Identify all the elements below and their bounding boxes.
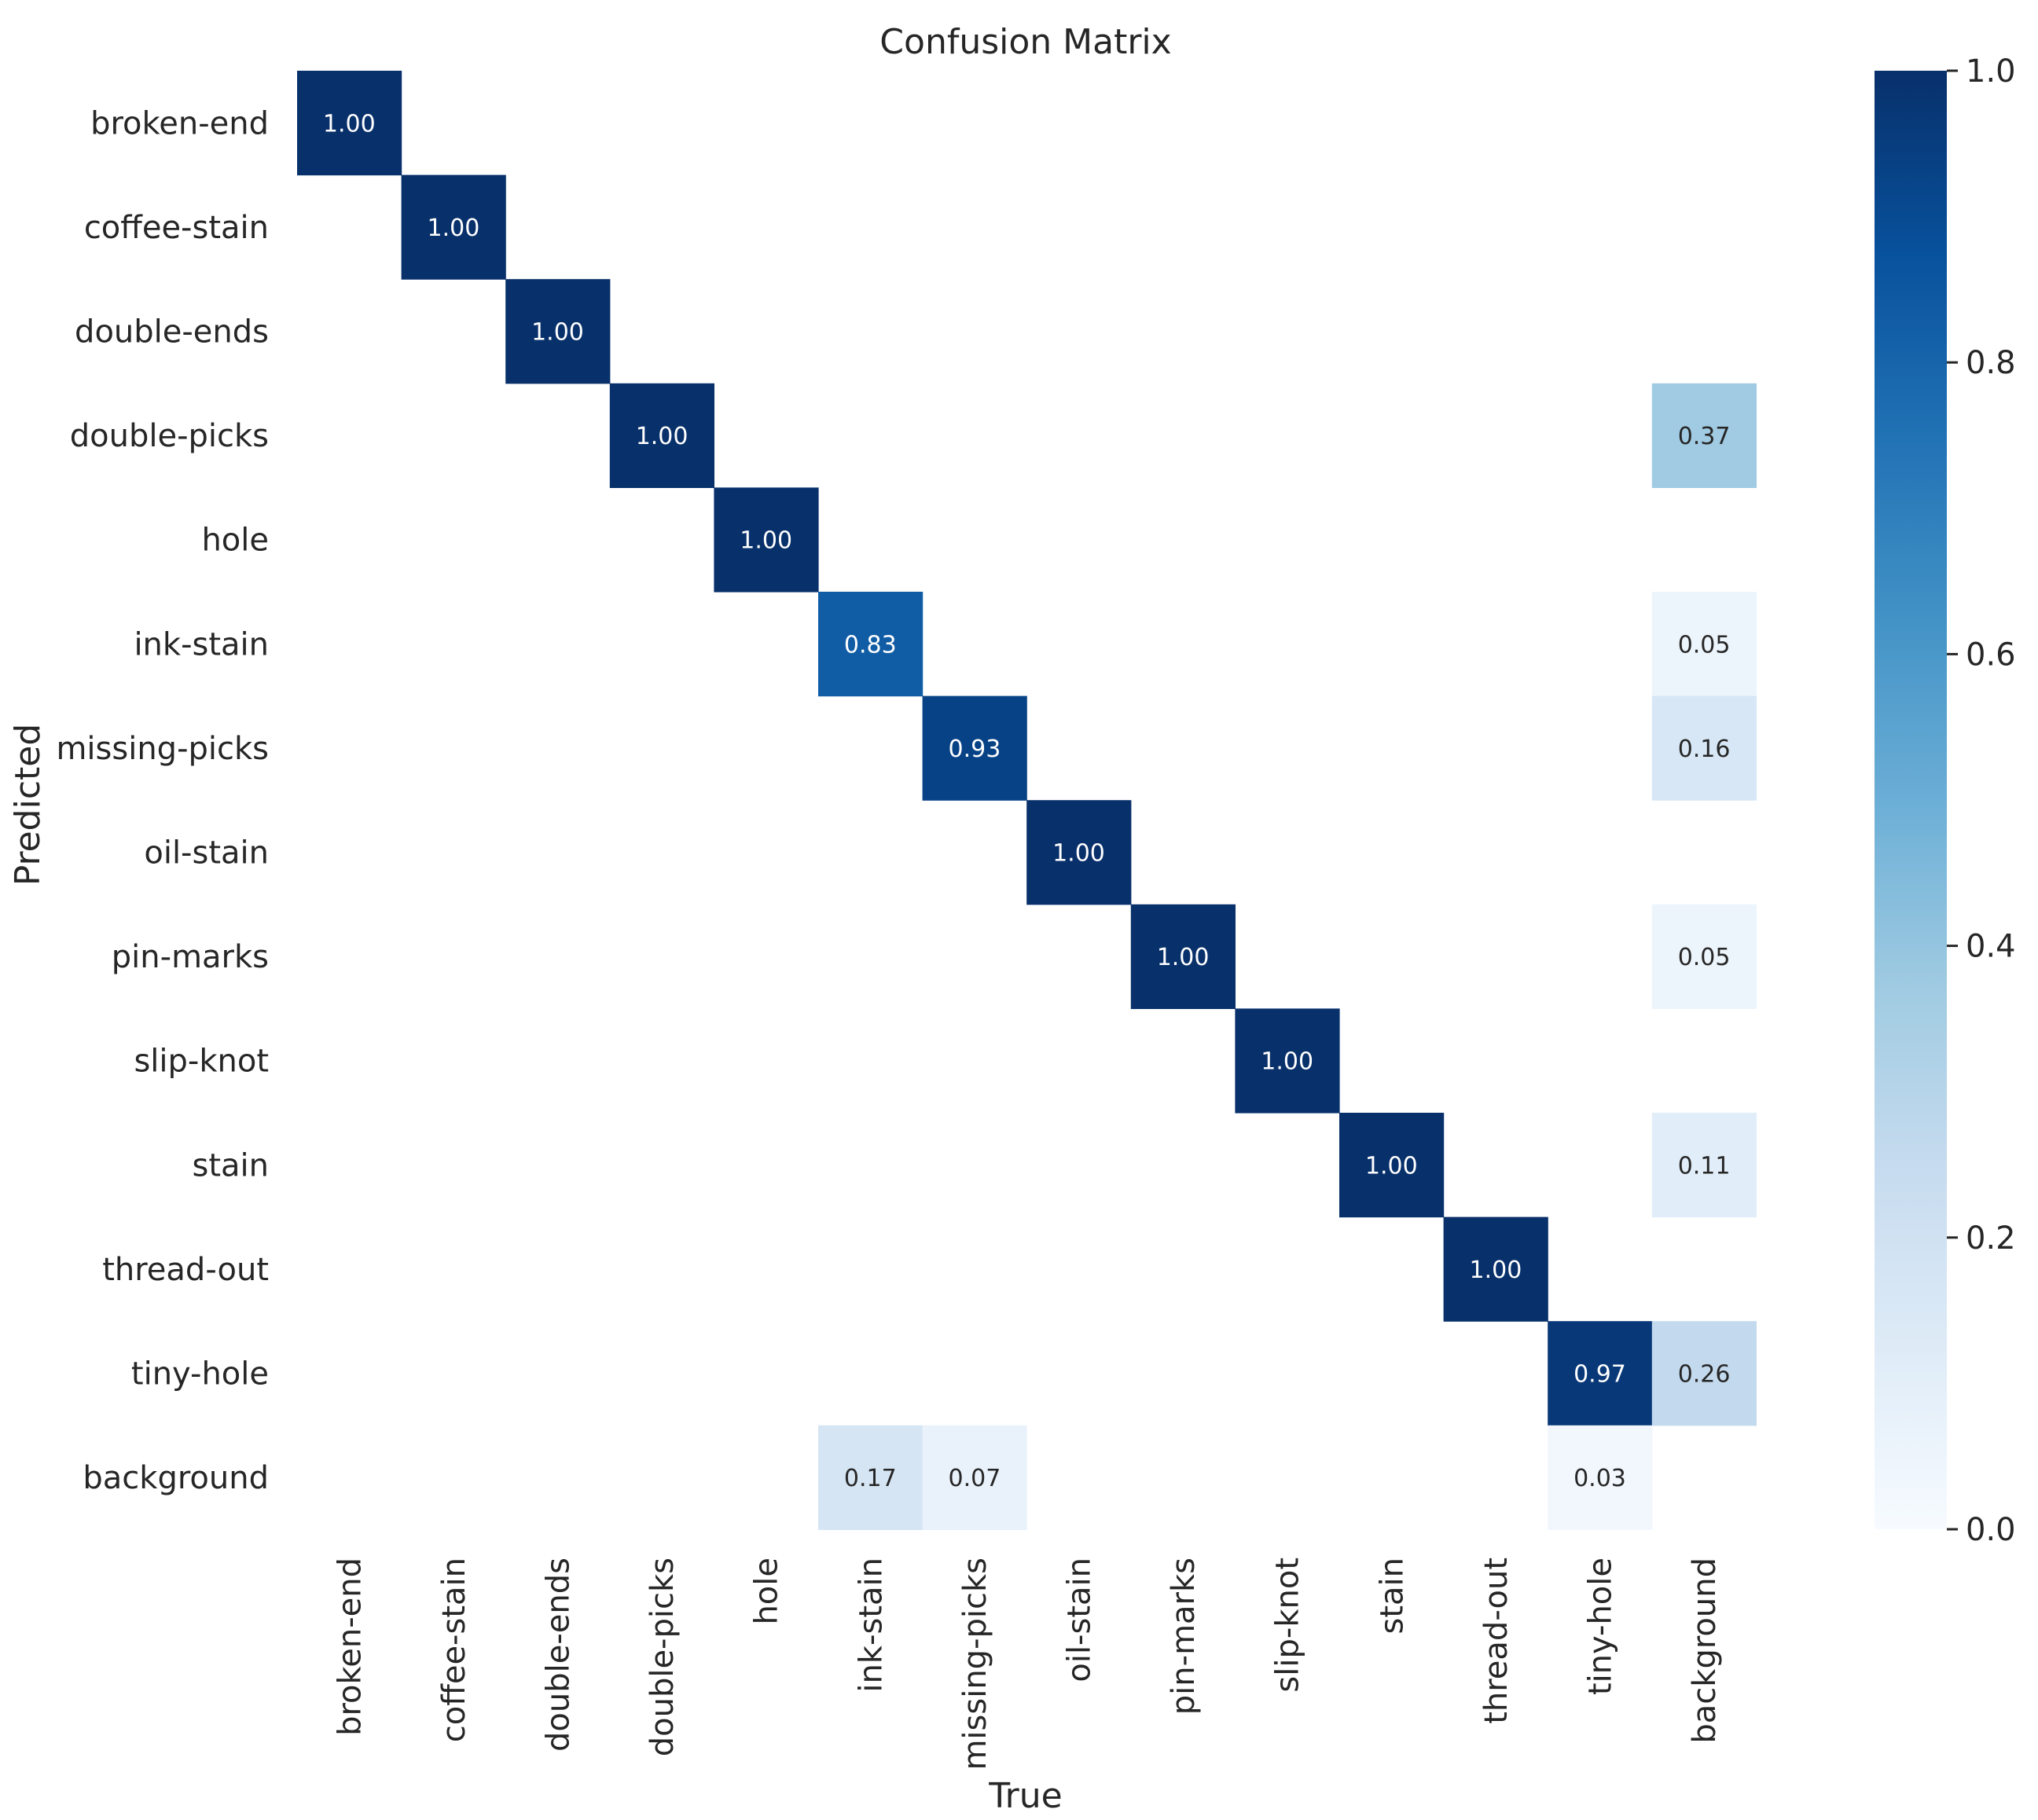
heatmap-cell	[1651, 383, 1757, 488]
cell-value-label: 0.05	[1678, 631, 1731, 659]
chart-title: Confusion Matrix	[879, 22, 1171, 62]
cell-value-label: 0.07	[949, 1465, 1001, 1492]
colorbar-gradient	[1875, 71, 1947, 1529]
y-tick-label: double-ends	[75, 314, 269, 350]
y-tick-label: missing-picks	[56, 731, 269, 767]
cell-value-label: 0.03	[1573, 1465, 1626, 1492]
cell-value-label: 1.00	[1470, 1257, 1522, 1284]
cell-value-label: 1.00	[323, 110, 376, 138]
cell-value-label: 1.00	[1052, 840, 1105, 868]
x-tick-label: stain	[1374, 1558, 1410, 1635]
colorbar: 0.0 0.2 0.4 0.6 0.8 1.0	[1875, 53, 2016, 1548]
heatmap-cell	[818, 1425, 924, 1530]
y-tick-label: oil-stain	[144, 835, 269, 871]
cell-value-label: 1.00	[1365, 1152, 1418, 1180]
y-tick-label: background	[83, 1460, 269, 1496]
colorbar-tick-label: 0.6	[1966, 637, 2016, 673]
x-tick-label: ink-stain	[853, 1558, 889, 1693]
cell-value-label: 1.00	[531, 319, 584, 347]
colorbar-tick-label: 0.0	[1966, 1512, 2016, 1548]
cell-value-label: 0.05	[1678, 944, 1731, 971]
y-tick-label: broken-end	[90, 105, 269, 141]
cell-value-label: 0.37	[1678, 423, 1731, 450]
y-axis-title: Predicted	[8, 724, 48, 886]
cell-value-label: 1.00	[636, 423, 689, 450]
colorbar-tick-label: 0.4	[1966, 929, 2016, 965]
y-tick-label: double-picks	[70, 418, 269, 454]
heatmap-cell	[1339, 1113, 1445, 1218]
x-tick-label: missing-picks	[957, 1558, 993, 1770]
cell-value-label: 1.00	[428, 215, 480, 242]
x-tick-label: double-picks	[644, 1558, 681, 1756]
heatmap-cell	[1548, 1425, 1653, 1530]
x-tick-label: double-ends	[541, 1558, 577, 1752]
cell-value-label: 0.93	[949, 736, 1001, 763]
cell-value-label: 0.26	[1678, 1361, 1731, 1389]
heatmap-cell	[922, 1425, 1027, 1530]
heatmap-cell	[1651, 695, 1757, 801]
y-tick-labels: broken-end coffee-stain double-ends double-…	[56, 105, 269, 1496]
heatmap-cell	[922, 695, 1027, 801]
heatmap-cell	[1651, 1113, 1757, 1218]
heatmap-cell	[1651, 592, 1757, 697]
y-tick-label: pin-marks	[112, 939, 269, 975]
heatmap-cell	[1235, 1008, 1340, 1114]
cell-value-label: 0.16	[1678, 736, 1731, 763]
x-tick-labels: broken-end coffee-stain double-ends double-…	[332, 1558, 1723, 1770]
x-tick-label: oil-stain	[1062, 1558, 1098, 1682]
heatmap-cell	[1548, 1321, 1653, 1426]
heatmap-cell	[609, 383, 714, 488]
y-tick-label: tiny-hole	[131, 1356, 269, 1393]
cell-value-label: 1.00	[1261, 1048, 1313, 1076]
cell-value-label: 1.00	[740, 527, 792, 555]
x-tick-label: slip-knot	[1270, 1558, 1306, 1693]
heatmap-cell-labels: 1.00 1.00 1.00 1.00 0.37 1.00 0.83 0.05 0.93 0.16…	[323, 110, 1731, 1492]
heatmap-cell	[505, 279, 611, 384]
heatmap-cell	[1651, 904, 1757, 1009]
cell-value-label: 0.83	[844, 631, 897, 659]
y-tick-label: coffee-stain	[84, 210, 269, 246]
y-tick-label: stain	[193, 1147, 270, 1183]
cell-value-label: 0.17	[844, 1465, 897, 1492]
heatmap-cell	[297, 71, 402, 176]
heatmap-cell	[1130, 904, 1236, 1009]
x-tick-label: background	[1687, 1558, 1723, 1744]
y-tick-label: hole	[201, 523, 269, 559]
heatmap-cell	[1026, 800, 1132, 905]
cell-value-label: 1.00	[1157, 944, 1210, 971]
colorbar-tick-label: 1.0	[1966, 53, 2016, 90]
y-tick-label: slip-knot	[134, 1044, 269, 1080]
colorbar-tick-label: 0.2	[1966, 1220, 2016, 1257]
x-tick-label: coffee-stain	[436, 1558, 472, 1742]
heatmap-cells	[297, 71, 1757, 1530]
x-tick-label: broken-end	[332, 1558, 368, 1736]
x-tick-label: thread-out	[1478, 1558, 1515, 1724]
colorbar-tick-label: 0.8	[1966, 345, 2016, 381]
heatmap-cell	[1443, 1216, 1548, 1322]
heatmap-cell	[714, 487, 819, 593]
x-tick-label: pin-marks	[1166, 1558, 1202, 1715]
x-tick-label: tiny-hole	[1583, 1558, 1619, 1695]
heatmap-cell	[818, 592, 924, 697]
y-tick-label: thread-out	[102, 1252, 269, 1288]
cell-value-label: 0.97	[1573, 1361, 1626, 1389]
x-tick-label: hole	[749, 1558, 785, 1625]
cell-value-label: 0.11	[1678, 1152, 1731, 1180]
x-axis-title: True	[988, 1776, 1062, 1816]
heatmap-cell	[1651, 1321, 1757, 1426]
y-tick-label: ink-stain	[134, 626, 269, 662]
heatmap-cell	[401, 174, 506, 280]
